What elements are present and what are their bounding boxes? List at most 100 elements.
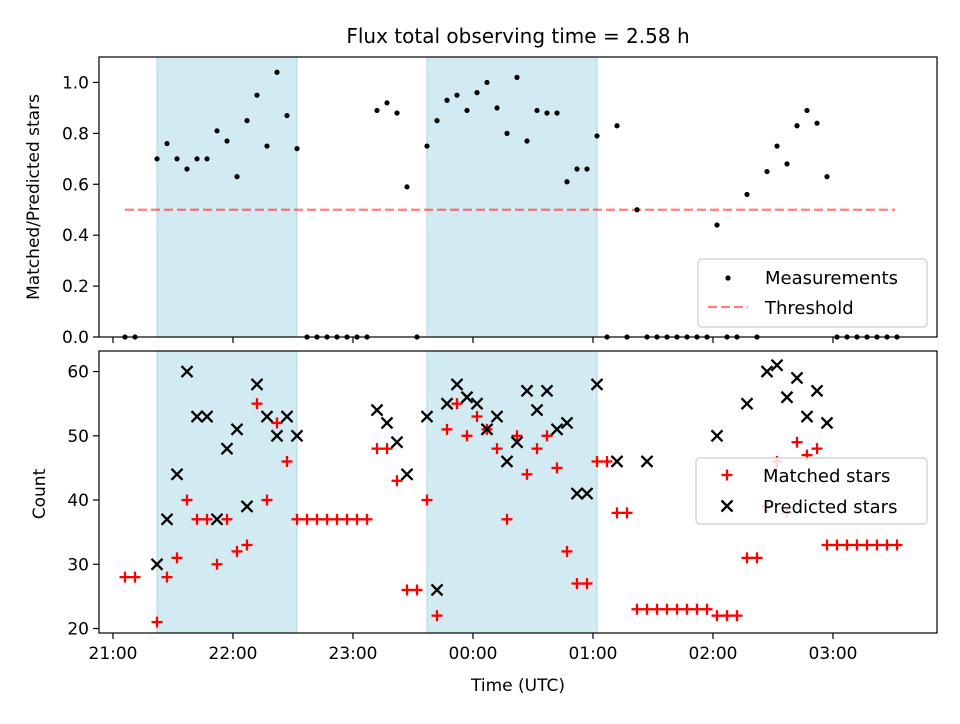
marker-d2 [710,429,724,443]
marker-d2 [560,416,574,430]
predicted-star-point [540,384,554,398]
matched-star-point [231,545,243,557]
measurement-point [174,156,180,162]
count-panel: 20 30 40 50 60 21:00 22:00 23:00 00:00 01:00 02:0… [30,350,938,696]
ratio-panel: 0.0 0.2 0.4 0.6 0.8 1.0 Matched/Predicted sta… [24,56,938,348]
marker-d2 [370,403,384,417]
measurement-point [274,69,280,75]
observing-intervals-bottom [156,350,598,634]
matched-star-point [891,539,903,551]
predicted-star-point [380,416,394,430]
predicted-star-point [740,397,754,410]
marker-d2 [170,468,184,481]
measurement-point [514,74,520,80]
marker-d2 [230,423,244,436]
predicted-star-point [290,429,304,443]
measurement-point [614,123,620,129]
matched-star-point [641,603,653,615]
predicted-star-point [770,358,784,372]
matched-star-point [561,545,573,557]
predicted-star-point [240,500,254,513]
matched-star-point [441,423,453,435]
measurement-point [784,161,790,167]
matched-star-point [401,584,413,596]
marker-d2 [550,423,564,436]
measurement-point [224,138,230,144]
x-tick-label: 21:00 [89,644,138,664]
marker-d2 [240,500,254,513]
legend-threshold-label: Threshold [764,298,854,319]
predicted-star-point [560,416,574,430]
measurement-point [394,110,400,116]
marker-d2 [500,455,514,468]
matched-stars-points [119,398,903,628]
marker-d2 [580,487,594,500]
count-y-axis-label: Count [30,468,50,519]
marker-d2 [820,416,834,430]
marker-d2 [480,423,494,436]
marker-d2 [280,410,294,423]
measurement-point [554,110,560,116]
matched-star-point [571,578,583,590]
marker-d2 [450,378,464,391]
predicted-stars-points [150,358,834,597]
predicted-star-point [520,384,534,398]
predicted-star-point [530,403,544,417]
predicted-star-point [490,410,504,423]
ratio-y-axis-label: Matched/Predicted stars [24,94,44,300]
marker-d2 [210,512,224,526]
predicted-star-point [810,384,824,398]
marker-d2 [260,410,274,423]
matched-star-point [591,455,603,467]
predicted-star-point [440,397,454,410]
marker-d2 [770,358,784,372]
marker-d2 [250,378,264,391]
matched-star-point [351,513,363,525]
marker-d2 [640,455,654,468]
predicted-star-point [780,390,794,404]
matched-star-point [241,539,253,551]
y-tick-label: 0.6 [62,175,89,195]
predicted-star-point [250,378,264,391]
observing-interval [156,350,298,634]
matched-star-point [491,443,503,455]
matched-star-point [331,513,343,525]
matched-star-point [119,571,131,583]
count-x-ticks: 21:00 22:00 23:00 00:00 01:00 02:00 03:00 [89,633,858,664]
matched-star-point [651,603,663,615]
predicted-star-point [460,390,474,404]
y-tick-label: 1.0 [62,73,89,93]
matched-star-point [621,507,633,519]
measurement-point [544,110,550,116]
matched-star-point [261,494,273,506]
y-tick-label: 30 [67,555,89,575]
matched-star-point [831,539,843,551]
matched-star-point [501,513,513,525]
measurement-point [804,107,810,114]
matched-star-point [521,468,533,480]
predicted-star-point [800,410,814,423]
marker-d2 [740,397,754,410]
x-tick-label: 01:00 [569,644,618,664]
matched-star-point [661,603,673,615]
measurement-point [444,97,450,103]
marker-d2 [790,371,804,385]
measurement-point [284,112,290,119]
measurement-point [434,118,440,124]
matched-star-point [721,610,733,622]
matched-star-point [431,610,443,622]
measurement-point [484,79,490,86]
predicted-star-point [220,442,234,455]
matched-star-point [211,558,223,570]
marker-d2 [380,416,394,430]
y-tick-label: 20 [67,620,89,640]
matched-star-point [221,513,233,525]
legend-predicted-marker [720,499,734,513]
ratio-panel-frame [98,56,938,338]
matched-star-point [129,571,141,583]
marker-d2 [290,429,304,443]
measurement-point [634,207,640,213]
measurement-point [584,166,590,172]
ratio-y-ticks: 0.0 0.2 0.4 0.6 0.8 1.0 [62,73,99,348]
matched-star-point [371,443,383,455]
